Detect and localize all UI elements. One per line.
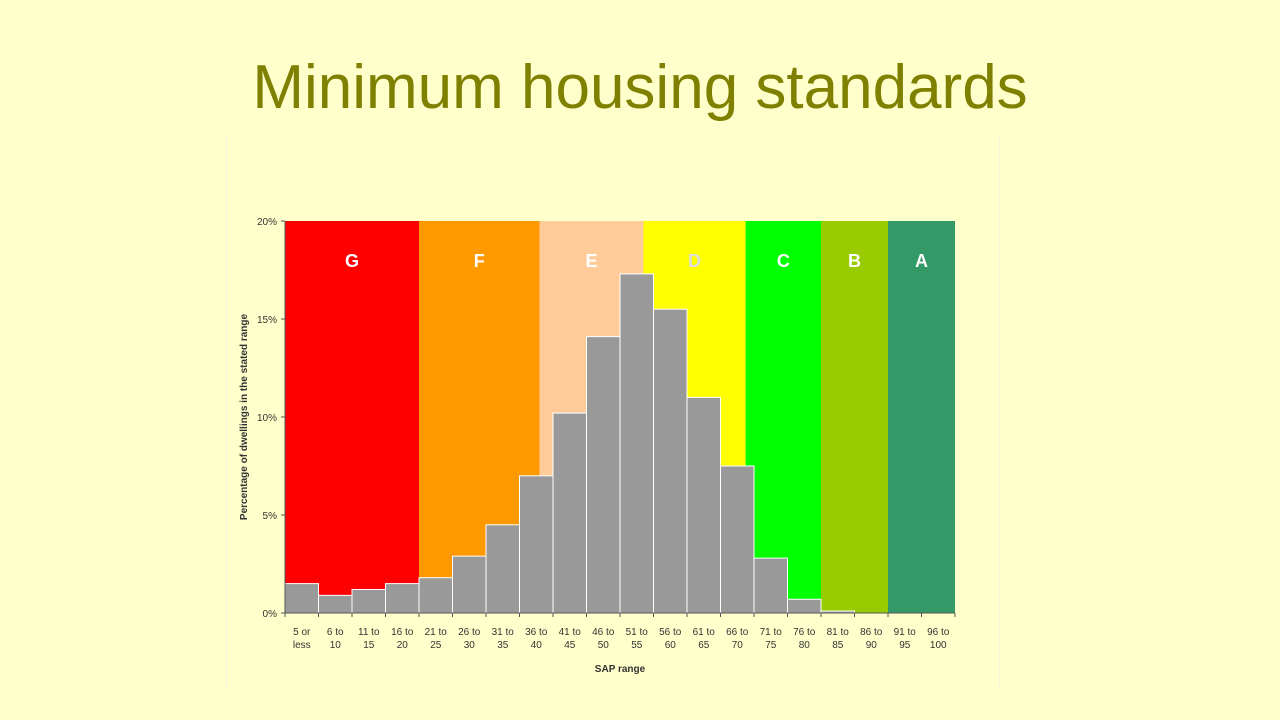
bar-8 — [552, 412, 587, 614]
x-tick-label: 51 to 55 — [626, 627, 649, 651]
bar-9 — [586, 336, 621, 614]
x-tick-label: 66 to 70 — [726, 627, 749, 651]
bar-2 — [351, 588, 386, 614]
x-tick-label: 41 to 45 — [559, 627, 582, 651]
y-tick-label: 15% — [257, 315, 277, 326]
bar-14 — [753, 557, 788, 614]
bar-4 — [418, 577, 453, 614]
slide-title: Minimum housing standards — [252, 53, 1028, 122]
x-tick-label: 61 to 65 — [693, 627, 716, 651]
bar-1 — [318, 594, 353, 614]
bar-13 — [720, 465, 755, 614]
bar-10 — [619, 273, 654, 614]
y-tick-label: 10% — [257, 413, 277, 424]
y-tick-labels: 0% 5% 10% 15% 20% — [257, 217, 285, 620]
bar-11 — [653, 308, 688, 614]
x-tick-label: 26 to 30 — [458, 627, 481, 651]
x-tick-label: 16 to 20 — [391, 627, 414, 651]
chart-container: G F E D C B A 0% 5% 10% 15% 20% 5 or less 6 to 10 11 t… — [226, 136, 1000, 688]
band-b — [821, 221, 888, 613]
histogram-bars — [284, 273, 855, 614]
x-axis-title: SAP range — [595, 664, 646, 675]
y-axis-title: Percentage of dwellings in the stated ra… — [239, 313, 250, 520]
x-tick-label: 5 or less — [293, 627, 311, 651]
bar-0 — [284, 583, 319, 614]
x-tick-label: 96 to 100 — [927, 627, 950, 651]
x-tick-label: 21 to 25 — [425, 627, 448, 651]
sap-histogram-chart: G F E D C B A 0% 5% 10% 15% 20% 5 or less 6 to 10 11 t… — [239, 217, 956, 675]
band-a — [888, 221, 955, 613]
bar-12 — [686, 396, 721, 614]
band-label-f: F — [474, 251, 485, 271]
x-tick-label: 11 to 15 — [358, 627, 380, 651]
bar-3 — [385, 583, 420, 614]
band-label-g: G — [345, 251, 359, 271]
band-label-c: C — [777, 251, 790, 271]
y-tick-label: 0% — [263, 609, 278, 620]
x-tick-label: 31 to 35 — [492, 627, 515, 651]
band-label-a: A — [915, 251, 928, 271]
bar-5 — [452, 555, 487, 614]
band-g — [285, 221, 419, 613]
bar-6 — [485, 524, 520, 614]
band-label-b: B — [848, 251, 861, 271]
bar-7 — [519, 475, 554, 614]
bar-15 — [787, 598, 822, 614]
x-tick-label: 36 to 40 — [525, 627, 548, 651]
x-tick-label: 6 to 10 — [327, 627, 344, 651]
y-tick-label: 20% — [257, 217, 277, 228]
x-tick-label: 71 to 75 — [760, 627, 783, 651]
x-tick-label: 81 to 85 — [827, 627, 850, 651]
x-tick-label: 56 to 60 — [659, 627, 682, 651]
band-label-e: E — [586, 251, 598, 271]
band-c — [745, 221, 821, 613]
x-tick-labels: 5 or less 6 to 10 11 to 15 16 to 20 21 to 25 26 to… — [293, 627, 950, 651]
x-tick-label: 46 to 50 — [592, 627, 615, 651]
x-tick-label: 91 to 95 — [894, 627, 917, 651]
y-tick-label: 5% — [263, 511, 278, 522]
x-tick-label: 76 to 80 — [793, 627, 816, 651]
x-tick-label: 86 to 90 — [860, 627, 883, 651]
band-label-d: D — [688, 251, 701, 271]
